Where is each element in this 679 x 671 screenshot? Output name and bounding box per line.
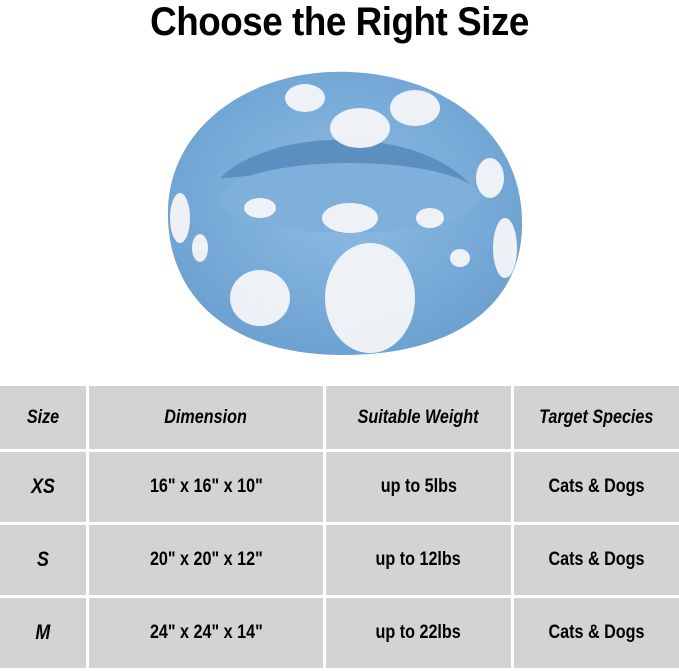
size-cell: XS (0, 451, 88, 524)
dimension-cell: 24" x 24" x 14" (88, 597, 325, 670)
table-header-row: Size Dimension Suitable Weight Target Sp… (0, 386, 679, 451)
cat-bed-photo (160, 68, 530, 358)
weight-cell: up to 22lbs (325, 597, 513, 670)
species-cell: Cats & Dogs (513, 451, 679, 524)
species-cell: Cats & Dogs (513, 524, 679, 597)
weight-cell: up to 5lbs (325, 451, 513, 524)
header-target-species: Target Species (513, 386, 679, 451)
size-table: Size Dimension Suitable Weight Target Sp… (0, 386, 679, 671)
size-cell: S (0, 524, 88, 597)
page-title: Choose the Right Size (27, 0, 652, 44)
size-cell: M (0, 597, 88, 670)
table-row: S 20" x 20" x 12" up to 12lbs Cats & Dog… (0, 524, 679, 597)
weight-cell: up to 12lbs (325, 524, 513, 597)
header-dimension: Dimension (88, 386, 325, 451)
dimension-cell: 20" x 20" x 12" (88, 524, 325, 597)
table-row: M 24" x 24" x 14" up to 22lbs Cats & Dog… (0, 597, 679, 670)
table-row: XS 16" x 16" x 10" up to 5lbs Cats & Dog… (0, 451, 679, 524)
header-size: Size (0, 386, 88, 451)
dimension-cell: 16" x 16" x 10" (88, 451, 325, 524)
species-cell: Cats & Dogs (513, 597, 679, 670)
header-suitable-weight: Suitable Weight (325, 386, 513, 451)
